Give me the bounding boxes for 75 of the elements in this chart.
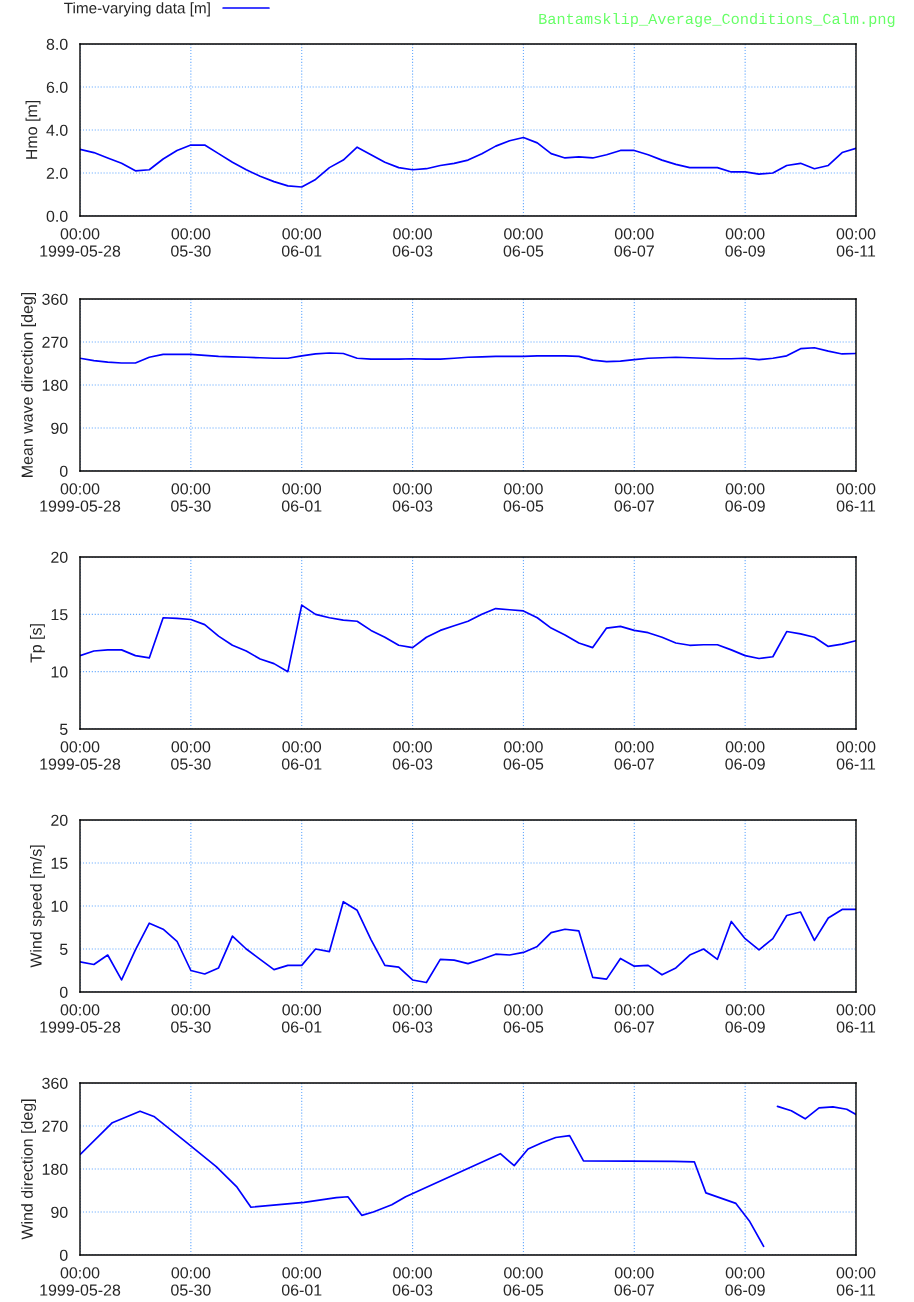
x-tick-label: 00:00 06-01 (281, 228, 322, 257)
x-tick-label: 00:00 06-09 (725, 741, 765, 770)
x-tick-label: 00:00 1999-05-28 (40, 483, 121, 512)
x-tick-label: 00:00 06-05 (503, 741, 544, 770)
line-series (80, 346, 856, 364)
y-tick-label: 20 (51, 551, 68, 563)
legend-label: Time-varying data [m] (64, 2, 210, 17)
x-tick-label: 00:00 06-09 (725, 1267, 765, 1296)
y-tick-label: 180 (42, 379, 68, 391)
x-tick-label: 00:00 06-01 (281, 483, 322, 512)
y-tick-label: 15 (51, 609, 68, 621)
x-tick-label: 00:00 05-30 (171, 483, 211, 512)
y-tick-label: 0 (59, 1249, 68, 1261)
x-tick-label: 00:00 06-03 (392, 228, 433, 257)
y-tick-label: 8.0 (46, 38, 68, 50)
x-tick-label: 00:00 06-03 (392, 1004, 433, 1033)
y-tick-label: 270 (42, 336, 68, 348)
x-tick-label: 00:00 1999-05-28 (40, 1004, 121, 1033)
y-tick-label: 90 (51, 1206, 68, 1218)
line-series (80, 900, 856, 984)
line-series (80, 136, 856, 188)
x-tick-label: 00:00 05-30 (171, 1267, 211, 1296)
x-tick-label: 00:00 06-03 (392, 741, 433, 770)
x-tick-label: 00:00 05-30 (171, 228, 211, 257)
text: Bantamsklip_Average_Conditions_Calm.png (539, 12, 895, 28)
x-tick-label: 00:00 06-11 (836, 741, 876, 770)
x-tick-label: 00:00 06-07 (614, 483, 654, 512)
y-tick-label: 20 (51, 814, 68, 826)
y-tick-label: 90 (51, 422, 68, 434)
x-tick-label: 00:00 06-05 (503, 1004, 544, 1033)
y-tick-label: 360 (42, 293, 68, 305)
y-tick-label: 180 (42, 1163, 68, 1175)
x-tick-label: 00:00 06-07 (614, 1267, 654, 1296)
y-tick-label: 5 (59, 943, 68, 955)
line-series (80, 604, 856, 673)
x-tick-label: 00:00 06-05 (503, 228, 544, 257)
y-tick-label: 0.0 (46, 210, 68, 222)
x-tick-label: 00:00 06-01 (281, 1004, 322, 1033)
y-tick-label: 2.0 (46, 167, 68, 179)
y-axis-title: Tp [s] (29, 624, 45, 663)
x-tick-label: 00:00 1999-05-28 (40, 1267, 121, 1296)
y-axis-title: Wind speed [m/s] (29, 845, 45, 968)
x-tick-label: 00:00 06-01 (281, 741, 322, 770)
y-axis-title: Hmo [m] (25, 100, 41, 159)
x-tick-label: 00:00 05-30 (171, 741, 211, 770)
y-tick-label: 10 (51, 900, 68, 912)
x-tick-label: 00:00 1999-05-28 (40, 741, 121, 770)
y-tick-label: 5 (59, 723, 68, 735)
y-tick-label: 15 (51, 857, 68, 869)
x-tick-label: 00:00 06-11 (836, 228, 876, 257)
y-tick-label: 360 (42, 1077, 68, 1089)
x-tick-label: 00:00 06-03 (392, 483, 433, 512)
x-tick-label: 00:00 06-07 (614, 1004, 654, 1033)
y-axis-title: Wind direction [deg] (21, 1099, 36, 1240)
y-tick-label: 0 (59, 986, 68, 998)
x-tick-label: 00:00 06-11 (836, 1267, 876, 1296)
x-tick-label: 00:00 06-05 (503, 1267, 544, 1296)
y-tick-label: 4.0 (46, 124, 68, 136)
x-tick-label: 00:00 06-09 (725, 1004, 765, 1033)
x-tick-label: 00:00 06-03 (392, 1267, 433, 1296)
x-tick-label: 00:00 1999-05-28 (40, 228, 121, 257)
y-tick-label: 6.0 (46, 81, 68, 93)
y-tick-label: 270 (42, 1120, 68, 1132)
x-tick-label: 00:00 06-11 (836, 1004, 876, 1033)
x-tick-label: 00:00 05-30 (171, 1004, 211, 1033)
x-tick-label: 00:00 06-05 (503, 483, 544, 512)
x-tick-label: 00:00 06-09 (725, 228, 765, 257)
x-tick-label: 00:00 06-07 (614, 741, 654, 770)
y-tick-label: 0 (59, 465, 68, 477)
y-axis-title: Mean wave direction [deg] (21, 292, 36, 477)
y-tick-label: 10 (51, 666, 68, 678)
x-tick-label: 00:00 06-11 (836, 483, 876, 512)
x-tick-label: 00:00 06-09 (725, 483, 765, 512)
x-tick-label: 00:00 06-07 (614, 228, 654, 257)
x-tick-label: 00:00 06-01 (281, 1267, 322, 1296)
